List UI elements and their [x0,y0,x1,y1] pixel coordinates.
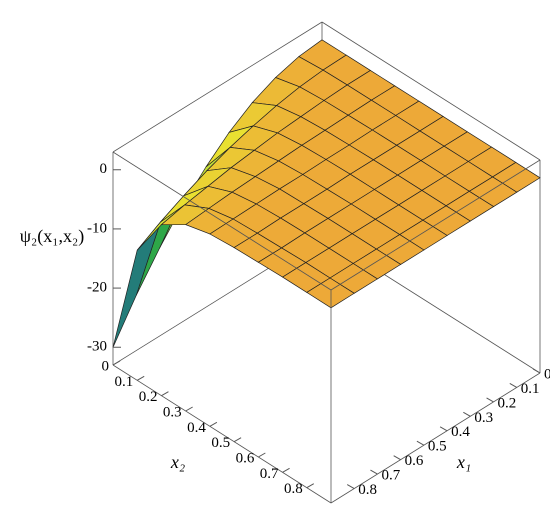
x2-tick [258,452,266,458]
x1-tick-label: 0.4 [451,424,470,440]
x2-tick-label: 0.8 [284,481,303,497]
x2-axis-label: x₂ [170,452,185,472]
x2-tick-label: 0 [102,358,110,374]
x1-axis-label: x₁ [456,452,471,472]
x1-tick-label: 0.8 [358,482,377,498]
x2-tick-label: 0.7 [260,466,279,482]
x1-tick-label: 0.1 [521,381,540,397]
x1-tick-label: 0.6 [405,453,424,469]
z-tick-label: -10 [87,220,107,236]
x2-tick-label: 0.5 [211,435,230,451]
x2-tick [161,391,169,397]
x1-tick-label: 0.2 [498,395,517,411]
x1-tick-label: 0.7 [381,468,400,484]
x2-tick-label: 0.6 [236,450,255,466]
x2-tick [136,375,145,381]
x1-tick [393,455,401,461]
x2-tick [209,421,218,427]
x1-tick [370,469,378,475]
x2-tick-label: 0.1 [114,374,133,390]
x1-tick [486,397,494,403]
x2-tick-label: 0.4 [187,420,206,436]
z-axis-label: ψ₂(x₁,x₂) [20,226,85,247]
x2-tick [112,360,121,366]
surface-patch [112,221,161,348]
x2-tick [233,437,242,443]
box-edge [321,21,541,161]
x2-tick [185,406,193,412]
box-edge [112,21,323,153]
x1-tick [509,383,518,388]
x1-tick-label: 0.5 [428,439,447,455]
box-edge [112,151,332,291]
x1-tick [346,484,355,489]
x2-tick [306,483,315,489]
box-edge [330,372,541,504]
x1-tick [532,368,541,374]
z-tick-label: -30 [87,339,107,355]
x1-tick [416,440,425,446]
z-tick-label: -20 [87,280,107,296]
x2-tick-label: 0.2 [139,389,158,405]
x1-tick [439,426,448,432]
box-edge [112,364,332,504]
z-tick-label: 0 [100,161,108,177]
x1-tick [463,411,471,417]
x1-tick-label: 0.3 [474,410,493,426]
box-edge [330,159,541,291]
x2-tick [282,467,290,473]
x2-tick-label: 0.3 [163,404,182,420]
x1-tick-label: 0 [544,366,550,382]
